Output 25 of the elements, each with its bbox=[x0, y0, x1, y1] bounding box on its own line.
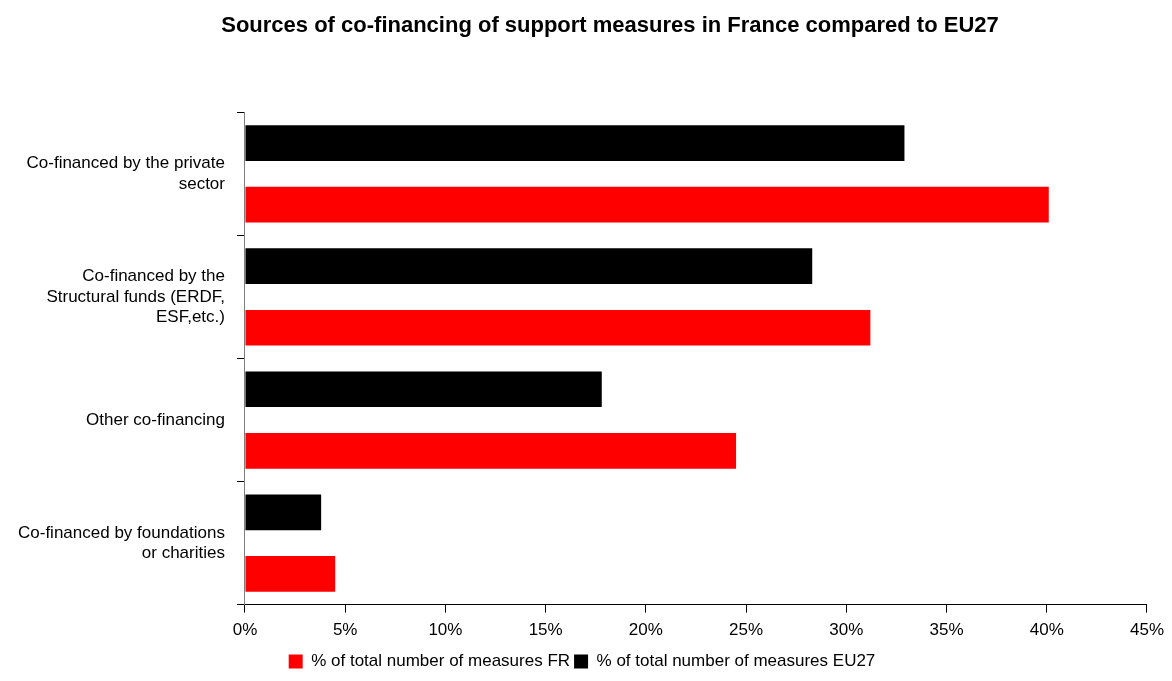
bar bbox=[245, 556, 336, 592]
legend-label: % of total number of measures FR bbox=[311, 651, 571, 671]
y-tick-label: Co-financed by foundations or charities bbox=[17, 522, 225, 562]
x-tick-label: 35% bbox=[929, 620, 964, 640]
y-tick-label: Co-financed by the Structural funds (ERDF, ESF,etc.) bbox=[46, 266, 225, 327]
y-tick-label: Other co-financing bbox=[86, 409, 225, 429]
x-tick-label: 10% bbox=[428, 620, 463, 640]
y-tick-label: Co-financed by the private sector bbox=[26, 153, 226, 193]
x-tick-label: 15% bbox=[528, 620, 563, 640]
chart-title: Sources of co-financing of support measures in France compared to EU27 bbox=[220, 11, 1000, 39]
bar bbox=[245, 432, 737, 469]
bar bbox=[245, 186, 1049, 223]
bar bbox=[245, 309, 871, 346]
x-tick-label: 40% bbox=[1029, 620, 1064, 640]
x-tick-label: 30% bbox=[829, 620, 864, 640]
bar bbox=[245, 494, 322, 531]
x-tick-label: 25% bbox=[729, 620, 764, 640]
bar bbox=[245, 125, 905, 162]
bar bbox=[245, 371, 602, 408]
x-tick-label: 45% bbox=[1129, 620, 1164, 640]
x-tick-label: 0% bbox=[232, 620, 258, 640]
legend-label: % of total number of measures EU27 bbox=[596, 651, 876, 671]
x-tick-label: 20% bbox=[628, 620, 663, 640]
bar bbox=[245, 248, 813, 285]
x-tick-label: 5% bbox=[332, 620, 358, 640]
